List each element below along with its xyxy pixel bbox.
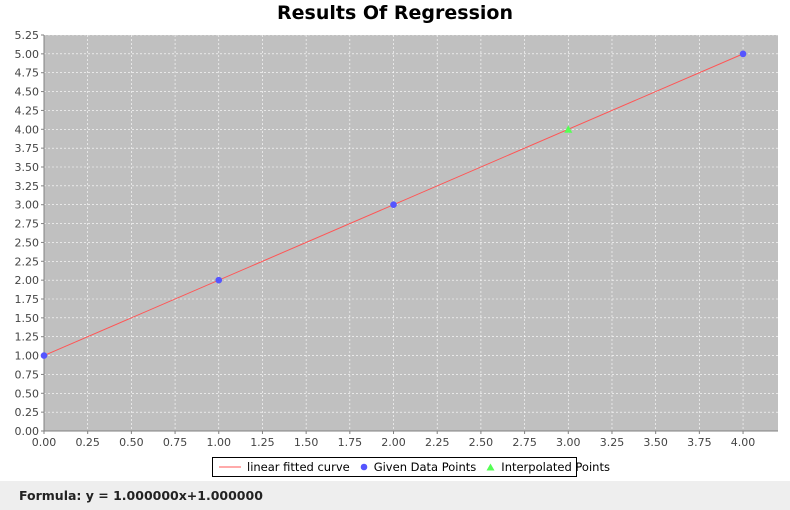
x-tick-label: 3.75 (687, 436, 712, 449)
y-tick-label: 4.00 (15, 123, 40, 136)
y-tick-label: 3.75 (15, 142, 40, 155)
legend-item-interpolated: Interpolated Points (486, 460, 610, 474)
y-tick-label: 0.50 (15, 387, 40, 400)
y-tick-label: 5.25 (15, 29, 40, 42)
x-tick-label: 1.25 (250, 436, 275, 449)
y-tick-label: 2.50 (15, 236, 40, 249)
given-data-point (739, 50, 747, 58)
x-tick-label: 3.00 (556, 436, 581, 449)
y-tick-label: 1.75 (15, 293, 40, 306)
x-tick-label: 2.50 (469, 436, 494, 449)
formula-bar: Formula: y = 1.000000x+1.000000 (0, 481, 790, 510)
legend: linear fitted curve Given Data Points In… (212, 457, 610, 477)
triangle-marker-icon (486, 463, 495, 471)
x-tick-label: 1.00 (207, 436, 232, 449)
line-swatch-icon (219, 466, 241, 468)
x-tick-label: 0.25 (75, 436, 100, 449)
axes: 0.00 0.25 0.50 0.75 1.00 1.25 1.50 1.75 2.00 2.25… (15, 29, 778, 449)
y-tick-label: 3.25 (15, 180, 40, 193)
plot-area (44, 35, 778, 431)
x-tick-label: 2.00 (381, 436, 406, 449)
interpolated-point (564, 125, 573, 133)
x-tick-label: 1.75 (338, 436, 363, 449)
x-tick-label: 3.25 (600, 436, 625, 449)
chart-title: Results Of Regression (277, 2, 513, 24)
grid-lines (43, 34, 778, 432)
y-tick-label: 2.75 (15, 218, 40, 231)
y-tick-label: 5.00 (15, 48, 40, 61)
legend-label-given: Given Data Points (373, 460, 477, 474)
y-tick-label: 1.00 (15, 350, 40, 363)
y-tick-label: 3.00 (15, 199, 40, 212)
x-tick-label: 0.75 (163, 436, 188, 449)
y-tick-label: 3.50 (15, 161, 40, 174)
y-tick-label: 2.00 (15, 274, 40, 287)
x-tick-label: 4.00 (731, 436, 756, 449)
series (40, 50, 747, 359)
formula-text: Formula: y = 1.000000x+1.000000 (19, 488, 263, 503)
y-tick-label: 1.25 (15, 331, 40, 344)
legend-label-interpolated: Interpolated Points (501, 460, 610, 474)
y-tick-label: 2.25 (15, 255, 40, 268)
y-tick-label: 1.50 (15, 312, 40, 325)
circle-marker-icon (360, 463, 368, 471)
legend-label-linear: linear fitted curve (247, 460, 350, 474)
regression-plot: 0.00 0.25 0.50 0.75 1.00 1.25 1.50 1.75 2.00 2.25… (15, 29, 778, 449)
x-tick-label: 2.75 (512, 436, 537, 449)
y-tick-label: 0.75 (15, 368, 40, 381)
given-data-point (40, 352, 48, 359)
given-data-point (390, 201, 397, 209)
x-tick-label: 2.25 (425, 436, 450, 449)
x-tick-label: 0.50 (119, 436, 144, 449)
x-tick-label: 0.00 (32, 436, 57, 449)
y-tick-label: 4.75 (15, 67, 40, 80)
given-data-point (215, 276, 223, 284)
x-tick-label: 3.50 (643, 436, 668, 449)
y-tick-label: 0.25 (15, 406, 40, 419)
x-tick-label: 1.50 (294, 436, 319, 449)
y-tick-label: 4.25 (15, 104, 40, 117)
y-tick-label: 0.00 (15, 425, 40, 438)
legend-item-given: Given Data Points (360, 460, 477, 474)
y-tick-label: 4.50 (15, 86, 40, 99)
legend-item-linear: linear fitted curve (219, 460, 350, 474)
